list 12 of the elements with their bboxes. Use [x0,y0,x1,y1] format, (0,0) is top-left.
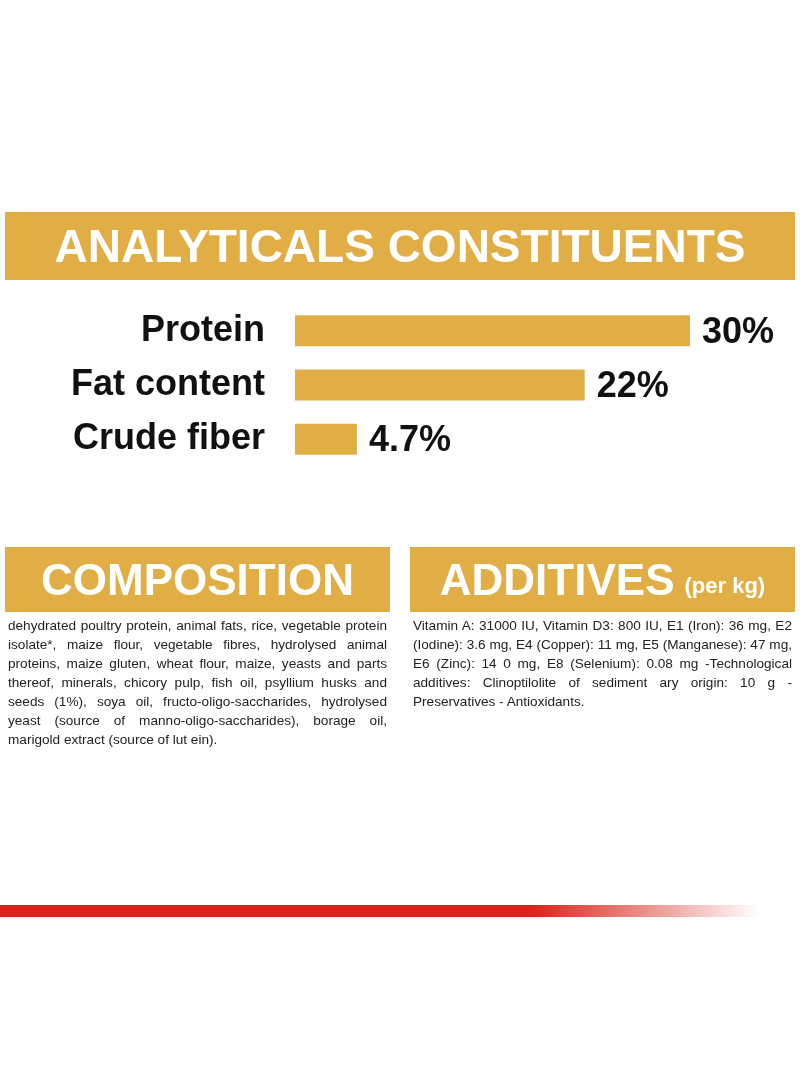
y-tick-label: Crude fiber [72,416,265,458]
chart-title: ANALYTICALS CONSTITUENTS [54,219,746,273]
y-tick-label: Protein [140,307,265,349]
data-label: 4.7% [368,418,451,460]
text: (per kg) [684,572,766,599]
text: ADDITIVES [439,554,675,605]
text: dehydrated poultry protein, animal fats, rice, vegetable protein isolate*, maize flour, vegetable fibres, hydrolysed animal proteins, maize gluten, wheat flour, maize, yeasts and parts thereof, minerals, chicory pulp, fish oil, psyllium husks and seeds (1%), soya oil, fructo-oligo-saccharides, hydrolysed yeast (source of manno-oligo-saccharides), borage oil, marigold extract (source of lut ein). [7,617,388,749]
data-label: 30% [702,309,775,351]
data-label: 22% [596,363,669,405]
text: COMPOSITION [41,554,354,605]
y-tick-label: Fat content [71,361,265,403]
text: Vitamin A: 31000 IU, Vitamin D3: 800 IU, E1 (Iron): 36 mg, E2 (Iodine): 3.6 mg, E4 (Copper): 11 mg, E5 (Manganese): 47 mg, E6 (Zinc): 14 0 mg, E8 (Selenium): 0.08 mg -Technological additives: Clinoptilolite of sediment ary origin: 10 g - Preservatives - Antioxidants. [412,617,793,711]
